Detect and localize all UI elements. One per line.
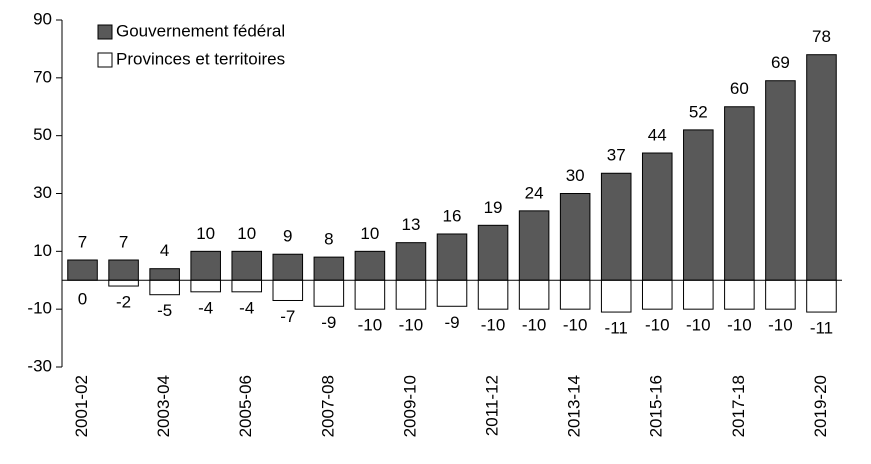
bar [436, 233, 468, 281]
bar [149, 268, 180, 281]
data-label: 69 [771, 53, 790, 72]
data-label: -4 [198, 298, 213, 317]
bar [108, 279, 139, 287]
data-label: 10 [237, 224, 256, 243]
data-label: 19 [484, 198, 503, 217]
data-label: -10 [768, 316, 793, 335]
y-tick-label: 90 [33, 9, 52, 28]
bar [436, 279, 468, 307]
data-label: 10 [196, 224, 215, 243]
x-tick-label: 2005-06 [236, 375, 255, 437]
data-label: 37 [607, 146, 626, 165]
data-label: -9 [321, 313, 336, 332]
data-label: -10 [481, 316, 506, 335]
data-label: -5 [157, 301, 172, 320]
bar [683, 129, 714, 281]
bar [600, 279, 632, 313]
bar [724, 106, 755, 281]
x-tick-label: 2003-04 [154, 375, 173, 437]
data-label: 30 [566, 166, 585, 185]
y-tick-label: 30 [33, 183, 52, 202]
data-label: 44 [648, 126, 667, 145]
data-label: 24 [525, 183, 544, 202]
bar [559, 279, 591, 310]
data-label: 52 [689, 102, 708, 121]
bar [600, 172, 632, 281]
data-label: 10 [360, 224, 379, 243]
bar [641, 152, 673, 281]
bar [149, 279, 180, 296]
data-label: -9 [444, 313, 459, 332]
y-tick-label: -10 [27, 299, 52, 318]
bar [765, 279, 796, 310]
data-label: 4 [160, 241, 169, 260]
x-tick-label: 2007-08 [318, 375, 337, 437]
data-label: 16 [443, 206, 462, 225]
x-tick-label: 2017-18 [729, 375, 748, 437]
data-label: 0 [78, 290, 87, 309]
bar [477, 279, 509, 310]
bar [313, 256, 345, 281]
data-label: 7 [78, 232, 87, 251]
data-label: -10 [645, 316, 670, 335]
bar [354, 279, 386, 310]
data-label: -11 [605, 319, 628, 338]
x-tick-label: 2001-02 [72, 375, 91, 437]
data-label: -10 [522, 316, 547, 335]
data-label: 13 [401, 215, 420, 234]
bar [559, 193, 591, 281]
legend-swatch [97, 24, 113, 40]
bar [272, 279, 304, 301]
bar [806, 279, 837, 313]
bar [395, 242, 427, 281]
bar [67, 259, 98, 281]
bar [354, 250, 386, 281]
legend-label: Gouvernement fédéral [116, 21, 285, 40]
data-label: 8 [324, 230, 333, 249]
data-label: -10 [563, 316, 588, 335]
data-label: 60 [730, 79, 749, 98]
y-tick-label: 10 [33, 241, 52, 260]
bar [108, 259, 139, 281]
data-label: 78 [812, 27, 831, 46]
bar [395, 279, 427, 310]
bar [518, 210, 550, 281]
bar [477, 224, 509, 281]
data-label: -10 [358, 316, 383, 335]
x-tick-label: 2013-14 [565, 375, 584, 437]
data-label: -11 [810, 319, 833, 338]
y-tick-label: 70 [33, 67, 52, 86]
y-tick-label: 50 [33, 125, 52, 144]
data-label: -4 [239, 298, 254, 317]
x-tick-label: 2011-12 [483, 375, 502, 436]
data-label: 7 [119, 232, 128, 251]
legend-swatch [97, 52, 113, 68]
bar [272, 253, 304, 281]
x-tick-label: 2009-10 [400, 375, 419, 437]
data-label: -10 [686, 316, 711, 335]
bar [724, 279, 755, 310]
bar [683, 279, 714, 310]
bar [313, 279, 345, 307]
bar [190, 279, 221, 293]
data-label: 9 [283, 227, 292, 246]
data-label: -10 [399, 316, 424, 335]
bar [806, 54, 837, 281]
data-label: -10 [727, 316, 752, 335]
legend-label: Provinces et territoires [116, 49, 285, 68]
x-tick-label: 2015-16 [647, 375, 666, 437]
x-tick-label: 2019-20 [811, 375, 830, 437]
bar [765, 80, 796, 281]
bar [231, 250, 263, 281]
bar [231, 279, 263, 293]
bar [641, 279, 673, 310]
data-label: -2 [116, 293, 131, 312]
data-label: -7 [280, 307, 295, 326]
bar [190, 250, 221, 281]
bar [518, 279, 550, 310]
y-tick-label: -30 [27, 356, 52, 375]
